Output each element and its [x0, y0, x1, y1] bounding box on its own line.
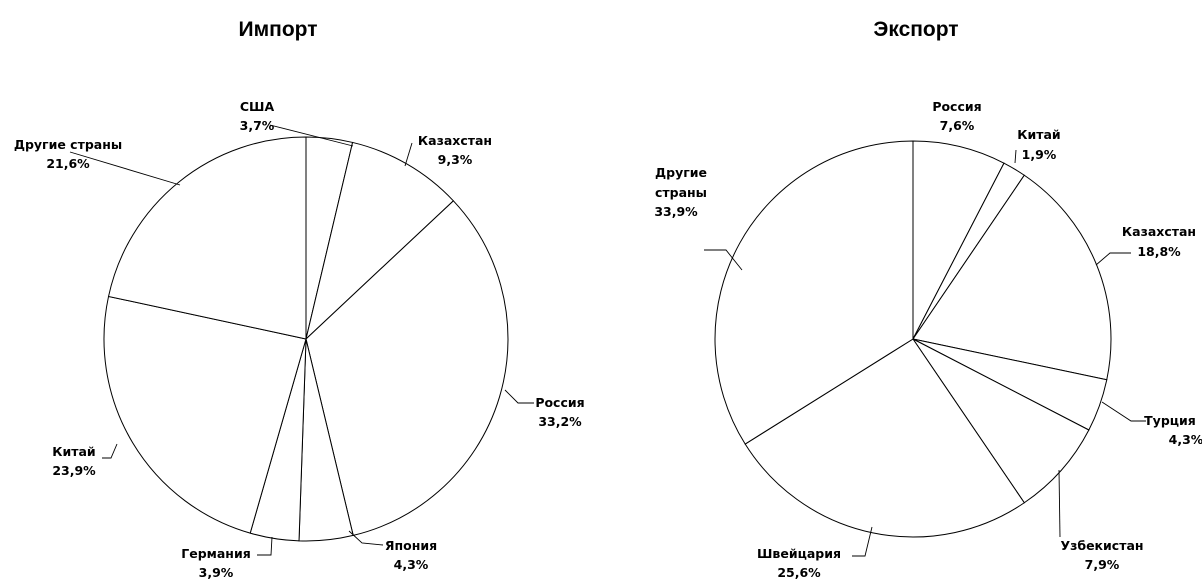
export-chart-title: Экспорт [873, 18, 958, 41]
import-slice-казахстан [305, 141, 455, 341]
export-label-другие-страны-line1: Другие [655, 165, 707, 180]
export-leader-китай [1014, 149, 1017, 164]
export-leader-швейцария [852, 526, 873, 557]
import-leader-другие-страны [69, 151, 181, 186]
import-leader-китай [102, 443, 118, 459]
export-pie: Россия 7,6% Китай 1,9% Казахстан 18,8% Турция 4… [654, 99, 1202, 580]
import-label-китай: Китай [52, 444, 95, 459]
import-value-сша: 3,7% [240, 118, 275, 133]
import-value-япония: 4,3% [394, 557, 429, 572]
import-slice-китай [103, 295, 307, 534]
export-leader-турция [1101, 401, 1146, 422]
export-leader-казахстан [1095, 252, 1131, 266]
export-value-швейцария: 25,6% [777, 565, 821, 580]
export-slice-другие-страны [714, 140, 914, 445]
export-label-швейцария: Швейцария [757, 546, 841, 561]
export-label-казахстан: Казахстан [1122, 224, 1196, 239]
import-chart-title: Импорт [239, 18, 318, 41]
export-value-другие-страны: 33,9% [654, 204, 698, 219]
import-value-китай: 23,9% [52, 463, 96, 478]
export-label-узбекистан: Узбекистан [1060, 538, 1143, 553]
export-value-узбекистан: 7,9% [1085, 557, 1120, 572]
export-slice-россия [912, 140, 1005, 340]
export-label-другие-страны-line2: страны [655, 185, 707, 200]
import-leader-германия [257, 536, 273, 556]
import-label-россия: Россия [535, 395, 584, 410]
import-label-казахстан: Казахстан [418, 133, 492, 148]
export-slice-швейцария [744, 338, 1025, 538]
import-leader-казахстан [404, 142, 413, 167]
import-leader-сша [269, 124, 354, 147]
export-value-турция: 4,3% [1169, 432, 1202, 447]
import-label-япония: Япония [385, 538, 437, 553]
import-value-казахстан: 9,3% [438, 152, 473, 167]
import-value-другие-страны: 21,6% [46, 156, 90, 171]
import-slice-россия [305, 200, 509, 537]
import-label-сша: США [240, 99, 275, 114]
export-slice-узбекистан [912, 338, 1090, 504]
import-value-россия: 33,2% [538, 414, 582, 429]
export-label-китай: Китай [1017, 127, 1060, 142]
export-value-россия: 7,6% [940, 118, 975, 133]
import-leader-россия [504, 389, 534, 404]
export-value-казахстан: 18,8% [1137, 244, 1181, 259]
import-value-германия: 3,9% [199, 565, 234, 580]
import-label-германия: Германия [181, 546, 250, 561]
import-label-другие-страны: Другие страны [14, 137, 122, 152]
export-value-китай: 1,9% [1022, 147, 1057, 162]
export-label-турция: Турция [1144, 413, 1196, 428]
export-leader-узбекистан [1058, 469, 1061, 538]
import-pie: США 3,7% Казахстан 9,3% Россия 33,2% Япония 4,3… [14, 99, 585, 580]
export-label-россия: Россия [932, 99, 981, 114]
import-slice-другие-страны [107, 136, 307, 340]
import-leader-япония [348, 530, 384, 546]
export-leader-другие-страны [704, 249, 743, 271]
